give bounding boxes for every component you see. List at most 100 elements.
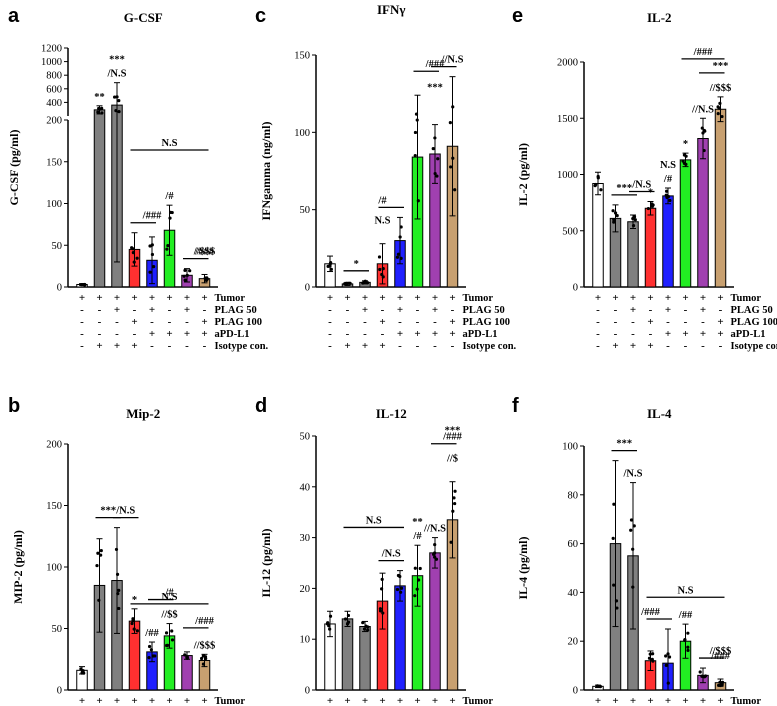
data-point [453, 489, 457, 493]
treatment-label: Isotype con. [731, 341, 777, 352]
treatment-symbol: + [96, 292, 102, 304]
y-tick-label: 800 [46, 71, 62, 82]
y-tick-label: 50 [52, 241, 63, 252]
treatment-symbol: - [614, 328, 618, 340]
data-point [629, 528, 633, 532]
treatment-symbol: - [98, 304, 102, 316]
treatment-symbol: + [630, 695, 636, 706]
significance-label: *** [713, 61, 729, 72]
treatment-symbol: + [327, 695, 333, 706]
data-point [718, 101, 722, 105]
data-point [203, 276, 207, 280]
data-point [95, 563, 99, 568]
data-point [363, 279, 367, 283]
data-point [82, 671, 86, 675]
y-tick-label: 150 [46, 157, 62, 168]
treatment-label: PLAG 100 [215, 317, 263, 328]
chart-title: IL-2 [647, 10, 672, 25]
data-point [381, 611, 385, 615]
data-point [347, 281, 351, 285]
data-point [81, 669, 85, 673]
treatment-symbol: + [327, 292, 333, 304]
bar [359, 626, 371, 691]
y-tick-label: 50 [300, 205, 311, 216]
significance-label: N.S [161, 592, 177, 603]
data-point [165, 643, 169, 648]
data-point [96, 551, 100, 555]
data-point [185, 273, 189, 277]
treatment-symbol: + [397, 328, 403, 340]
treatment-symbol: - [363, 328, 367, 340]
y-axis-label: IL-4 (pg/ml) [516, 536, 530, 599]
treatment-symbol: - [596, 328, 600, 340]
treatment-symbol: - [649, 304, 653, 316]
treatment-label: Tumor [463, 293, 494, 304]
data-point [631, 224, 636, 228]
data-point [399, 256, 403, 260]
data-point [631, 585, 635, 589]
treatment-symbol: + [362, 695, 368, 706]
data-point [631, 547, 635, 551]
panel-letter: a [8, 5, 20, 27]
treatment-symbol: + [96, 340, 102, 352]
significance-label: //$$$ [193, 640, 216, 651]
significance-label: /# [164, 588, 174, 599]
data-point [170, 210, 174, 215]
treatment-label: Tumor [215, 293, 246, 304]
data-point [720, 114, 724, 119]
treatment-label: Tumor [215, 696, 246, 706]
treatment-symbol: - [133, 328, 137, 340]
data-point [594, 182, 598, 187]
data-point [185, 656, 189, 660]
treatment-symbol: + [362, 304, 368, 316]
panel-b: b Mip-2 MIP-2 (pg/ml) 0 50 100 150 200 ***/N.S * N… [8, 395, 246, 706]
data-point [433, 171, 437, 176]
significance-label: /### [194, 246, 214, 257]
significance-label: //N.S [691, 104, 714, 115]
treatment-label: aPD-L1 [731, 329, 766, 340]
data-point [433, 136, 437, 140]
data-point [199, 656, 204, 661]
treatment-symbol: + [665, 695, 671, 706]
data-point [99, 549, 103, 553]
treatment-symbol: + [700, 695, 706, 706]
data-point [418, 566, 422, 571]
treatment-symbol: + [630, 340, 636, 352]
chart-title: IL-4 [647, 406, 672, 421]
significance-label: //$$ [160, 610, 177, 621]
panel-letter: b [8, 395, 20, 417]
data-point [117, 109, 121, 114]
data-point [686, 645, 690, 649]
treatment-symbol: - [203, 340, 207, 352]
y-tick-label: 60 [568, 539, 579, 550]
treatment-symbol: - [451, 340, 455, 352]
data-point [362, 627, 367, 631]
treatment-symbol: - [614, 304, 618, 316]
significance-label: N.S [677, 585, 693, 596]
treatment-symbol: + [612, 695, 618, 706]
treatment-symbol: - [666, 316, 670, 328]
treatment-symbol: + [379, 292, 385, 304]
treatment-symbol: + [595, 292, 601, 304]
data-point [718, 680, 722, 684]
data-point [366, 628, 370, 632]
data-point [700, 126, 704, 130]
significance-label: /### [194, 616, 214, 627]
treatment-symbol: + [449, 328, 455, 340]
treatment-symbol: - [381, 304, 385, 316]
significance-label: /## [678, 610, 693, 621]
treatment-symbol: + [201, 695, 207, 706]
significance-label: //N.S [441, 55, 464, 66]
data-point [115, 572, 120, 576]
data-point [415, 587, 419, 591]
data-point [720, 683, 724, 687]
treatment-symbol: + [149, 292, 155, 304]
data-point [646, 206, 650, 211]
data-point [632, 524, 636, 528]
chart-title: G-CSF [124, 10, 163, 25]
data-point [396, 252, 401, 256]
treatment-symbol: + [114, 340, 120, 352]
data-point [615, 606, 619, 610]
data-point [148, 244, 152, 248]
treatment-symbol: + [114, 304, 120, 316]
